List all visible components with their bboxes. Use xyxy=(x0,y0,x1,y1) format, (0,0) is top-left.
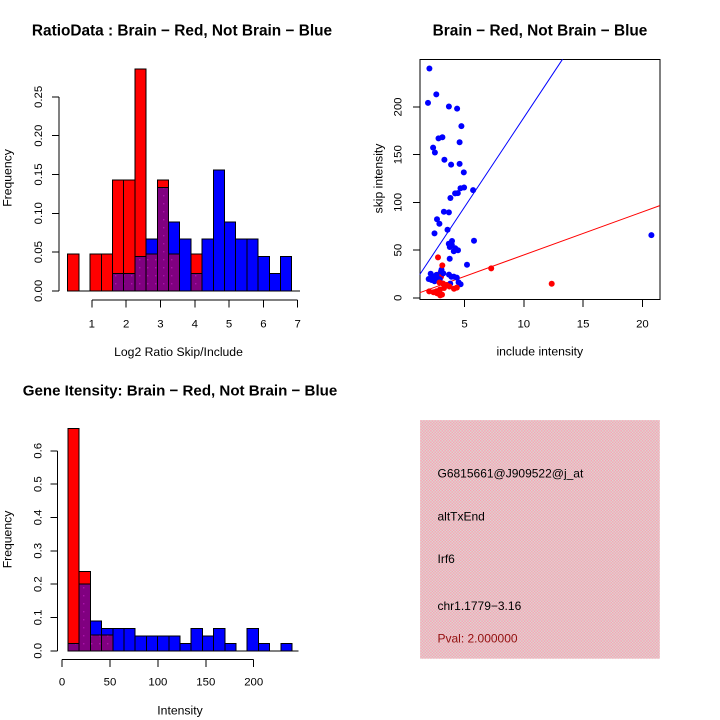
svg-text:Frequency: Frequency xyxy=(1,510,15,568)
svg-text:100: 100 xyxy=(393,193,405,212)
svg-text:0: 0 xyxy=(393,295,405,301)
svg-text:200: 200 xyxy=(393,97,405,116)
svg-text:20: 20 xyxy=(636,318,649,330)
svg-text:Frequency: Frequency xyxy=(1,148,15,206)
svg-text:0.4: 0.4 xyxy=(33,510,45,526)
svg-text:0.2: 0.2 xyxy=(33,576,45,592)
svg-text:0.25: 0.25 xyxy=(33,86,45,108)
svg-text:Brain − Red, Not Brain − Blue: Brain − Red, Not Brain − Blue xyxy=(433,22,648,39)
svg-text:Irf6: Irf6 xyxy=(438,552,456,566)
svg-text:1: 1 xyxy=(89,319,95,331)
svg-text:0.10: 0.10 xyxy=(33,202,45,224)
svg-text:Gene Itensity: Brain − Red, No: Gene Itensity: Brain − Red, Not Brain − … xyxy=(23,382,338,399)
svg-text:Pval: 2.000000: Pval: 2.000000 xyxy=(438,631,518,645)
svg-text:0.00: 0.00 xyxy=(33,280,45,302)
svg-text:5: 5 xyxy=(461,318,467,330)
svg-text:10: 10 xyxy=(517,318,530,330)
svg-text:100: 100 xyxy=(148,677,167,689)
svg-text:4: 4 xyxy=(192,319,198,331)
svg-text:3: 3 xyxy=(157,319,163,331)
svg-text:0.5: 0.5 xyxy=(33,476,45,492)
svg-text:7: 7 xyxy=(295,319,301,331)
svg-text:50: 50 xyxy=(393,244,405,257)
svg-text:200: 200 xyxy=(244,677,263,689)
svg-text:0: 0 xyxy=(59,677,65,689)
svg-text:G6815661@J909522@j_at: G6815661@J909522@j_at xyxy=(438,467,584,481)
svg-text:chr1.1779−3.16: chr1.1779−3.16 xyxy=(438,599,522,613)
svg-text:15: 15 xyxy=(577,318,590,330)
svg-text:0.15: 0.15 xyxy=(33,163,45,185)
svg-text:2: 2 xyxy=(123,319,129,331)
svg-text:6: 6 xyxy=(260,319,266,331)
svg-text:RatioData : Brain − Red, Not B: RatioData : Brain − Red, Not Brain − Blu… xyxy=(32,22,333,39)
svg-text:Log2 Ratio Skip/Include: Log2 Ratio Skip/Include xyxy=(114,345,243,359)
svg-text:150: 150 xyxy=(393,145,405,164)
svg-text:0.0: 0.0 xyxy=(33,643,45,659)
svg-text:0.3: 0.3 xyxy=(33,543,45,559)
svg-text:150: 150 xyxy=(196,677,215,689)
svg-text:0.20: 0.20 xyxy=(33,125,45,147)
svg-text:skip intensity: skip intensity xyxy=(372,143,386,214)
svg-text:0.1: 0.1 xyxy=(33,610,45,626)
svg-text:altTxEnd: altTxEnd xyxy=(438,510,485,524)
svg-text:5: 5 xyxy=(226,319,232,331)
svg-text:Intensity: Intensity xyxy=(157,704,203,718)
svg-text:0.05: 0.05 xyxy=(33,241,45,263)
svg-text:50: 50 xyxy=(104,677,117,689)
svg-text:include intensity: include intensity xyxy=(496,345,584,359)
svg-text:0.6: 0.6 xyxy=(33,443,45,459)
